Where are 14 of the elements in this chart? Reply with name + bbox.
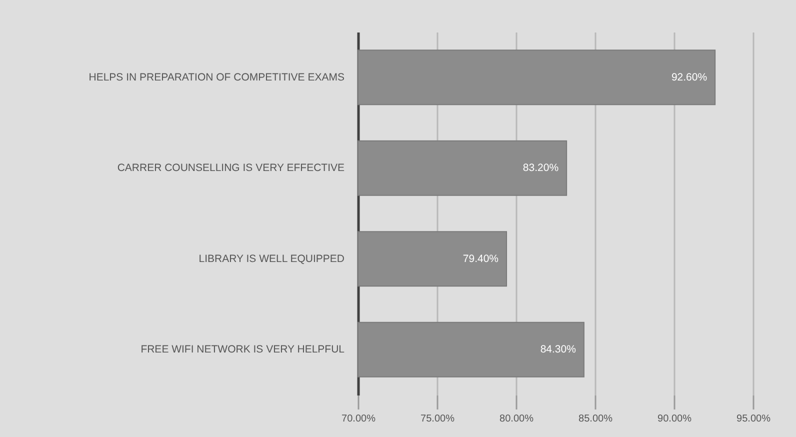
- x-tick-label: 95.00%: [736, 414, 771, 424]
- x-tick-label: 70.00%: [342, 414, 376, 424]
- data-label: 92.60%: [671, 71, 708, 84]
- data-label: 79.40%: [462, 252, 499, 265]
- x-tick-label: 85.00%: [578, 414, 613, 424]
- y-tick-label: LIBRARY IS WELL EQUIPPED: [198, 252, 345, 265]
- data-label: 84.30%: [540, 344, 576, 356]
- y-tick-label: HELPS IN PREPARATION OF COMPETITIVE EXAMS: [88, 71, 344, 84]
- y-tick-label: CARRER COUNSELLING IS VERY EFFECTIVE: [117, 162, 344, 174]
- data-label: 83.20%: [522, 162, 559, 174]
- x-tick-label: 80.00%: [500, 414, 534, 424]
- x-tick-label: 90.00%: [658, 414, 692, 424]
- y-tick-label: FREE WIFI NETWORK IS VERY HELPFUL: [140, 344, 345, 356]
- x-tick-label: 75.00%: [420, 414, 455, 424]
